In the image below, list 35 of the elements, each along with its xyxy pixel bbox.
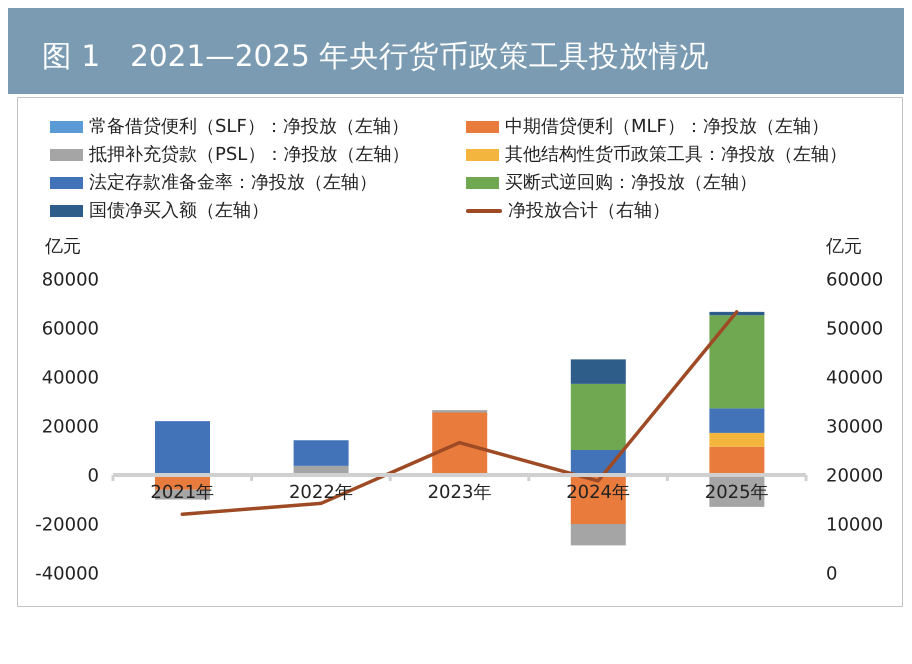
- bar: [709, 408, 764, 433]
- bar: [570, 359, 626, 384]
- legend-label: 买断式逆回购：净投放（左轴）: [505, 172, 757, 193]
- bar: [570, 384, 626, 450]
- y2-tick-label: 10000: [826, 514, 884, 536]
- bar: [709, 312, 764, 316]
- chart-title: 图 1 2021—2025 年央行货币政策工具投放情况: [42, 39, 710, 73]
- y2-tick-label: 60000: [826, 269, 884, 290]
- legend-label: 净投放合计（右轴）: [508, 200, 670, 221]
- legend-label: 国债净买入额（左轴）: [89, 200, 269, 221]
- bar: [709, 315, 764, 408]
- y-tick-label: 60000: [42, 318, 99, 340]
- y2-tick-label: 30000: [826, 416, 884, 438]
- y-axis-title: 亿元: [45, 236, 81, 257]
- y-tick-label: 80000: [42, 269, 99, 290]
- bar: [294, 440, 349, 466]
- legend-label: 中期借贷便利（MLF）：净投放（左轴）: [505, 116, 829, 137]
- legend-label: 常备借贷便利（SLF）：净投放（左轴）: [89, 116, 409, 137]
- bar: [432, 410, 488, 413]
- x-tick-label: 2023年: [428, 482, 492, 503]
- y2-tick-label: 50000: [826, 318, 884, 340]
- legend-label: 抵押补充贷款（PSL）：净投放（左轴）: [89, 144, 410, 165]
- y-tick-label: 20000: [42, 416, 99, 438]
- bar: [570, 524, 626, 546]
- legend-label: 其他结构性货币政策工具：净投放（左轴）: [505, 144, 847, 165]
- y2-tick-label: 0: [826, 563, 838, 584]
- bar: [709, 432, 764, 447]
- y-tick-label: 40000: [42, 367, 99, 388]
- y-tick-label: 0: [88, 465, 99, 486]
- y2-tick-label: 40000: [826, 367, 884, 388]
- y2-tick-label: 20000: [826, 465, 884, 486]
- y-tick-label: -40000: [35, 563, 99, 584]
- y-tick-label: -20000: [35, 514, 99, 536]
- legend-label: 法定存款准备金率：净投放（左轴）: [89, 172, 377, 193]
- y2-axis-title: 亿元: [826, 236, 862, 257]
